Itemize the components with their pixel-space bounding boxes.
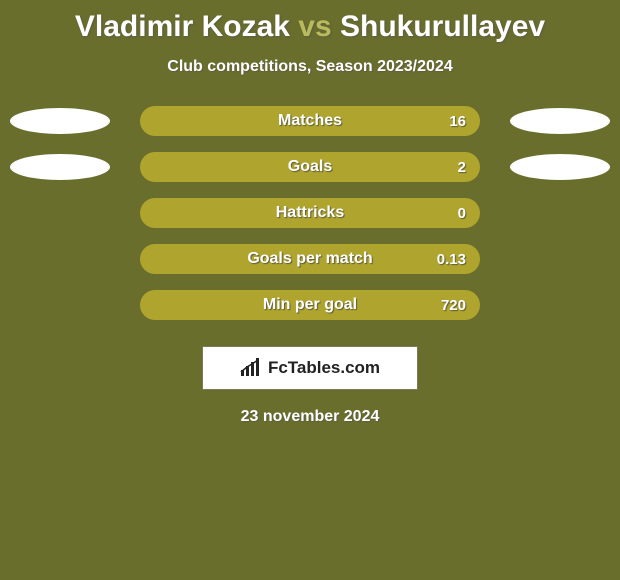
stat-row: Min per goal 720 — [0, 290, 620, 336]
stat-pill-hattricks: Hattricks 0 — [140, 198, 480, 228]
stats-area: Matches 16 Goals 2 Hattricks 0 Goals per… — [0, 106, 620, 336]
subtitle: Club competitions, Season 2023/2024 — [0, 58, 620, 76]
stat-label: Hattricks — [140, 204, 480, 222]
container: Vladimir Kozak vs Shukurullayev Club com… — [0, 0, 620, 580]
stat-value: 16 — [449, 113, 466, 130]
stat-label: Matches — [140, 112, 480, 130]
player2-name: Shukurullayev — [340, 10, 545, 43]
page-title: Vladimir Kozak vs Shukurullayev — [0, 0, 620, 44]
stat-pill-goals: Goals 2 — [140, 152, 480, 182]
brand-box: FcTables.com — [202, 346, 418, 390]
brand-text: FcTables.com — [268, 358, 380, 378]
stat-pill-matches: Matches 16 — [140, 106, 480, 136]
stat-row: Goals per match 0.13 — [0, 244, 620, 290]
stat-value: 2 — [458, 159, 466, 176]
stat-row: Hattricks 0 — [0, 198, 620, 244]
stat-pill-gpm: Goals per match 0.13 — [140, 244, 480, 274]
stat-value: 0 — [458, 205, 466, 222]
player1-oval — [10, 154, 110, 180]
stat-label: Goals — [140, 158, 480, 176]
footer-date: 23 november 2024 — [0, 408, 620, 426]
player1-oval — [10, 108, 110, 134]
stat-row: Goals 2 — [0, 152, 620, 198]
player2-oval — [510, 154, 610, 180]
stat-row: Matches 16 — [0, 106, 620, 152]
stat-label: Goals per match — [140, 250, 480, 268]
bar-chart-icon — [240, 358, 262, 378]
stat-label: Min per goal — [140, 296, 480, 314]
stat-value: 720 — [441, 297, 466, 314]
stat-pill-mpg: Min per goal 720 — [140, 290, 480, 320]
vs-sep: vs — [290, 10, 340, 43]
stat-value: 0.13 — [437, 251, 466, 268]
player1-name: Vladimir Kozak — [75, 10, 290, 43]
player2-oval — [510, 108, 610, 134]
